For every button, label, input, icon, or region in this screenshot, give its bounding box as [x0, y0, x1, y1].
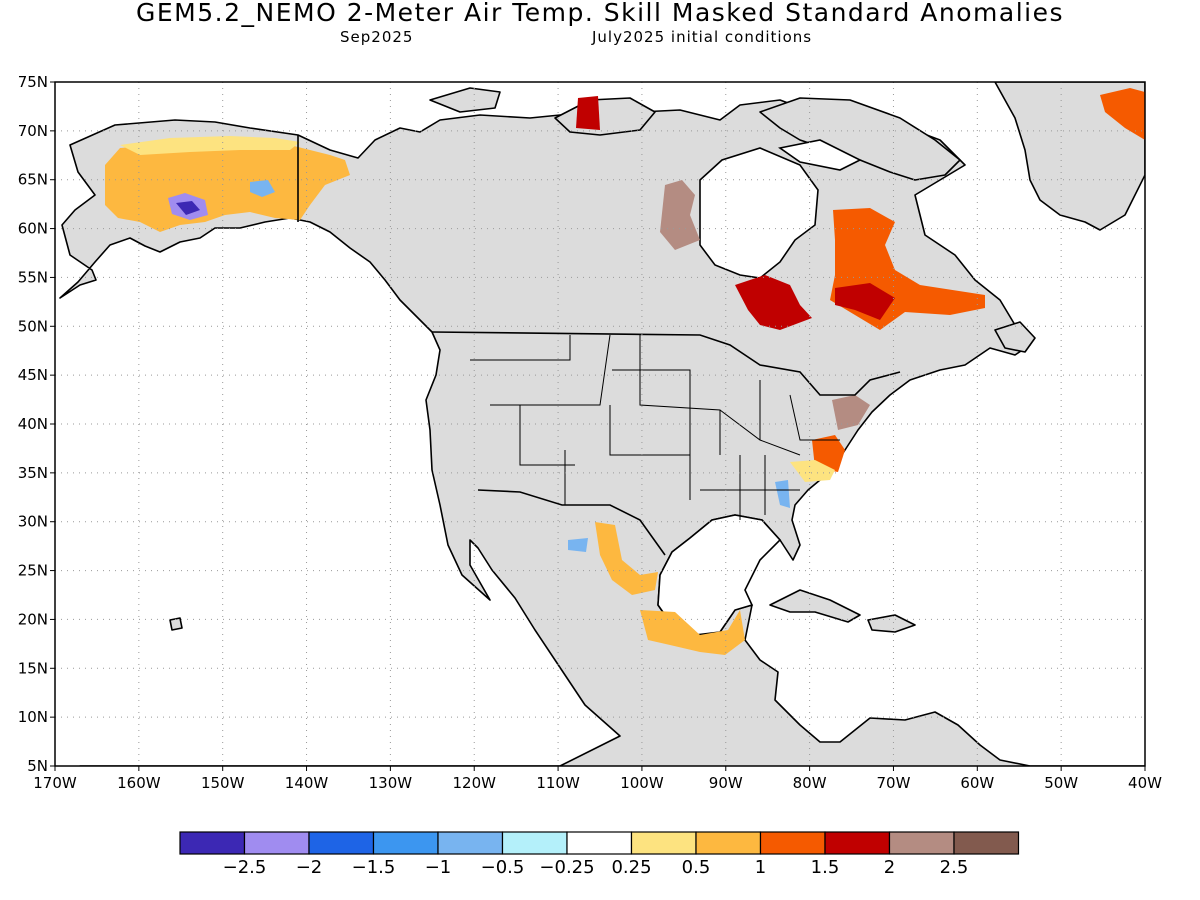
lat-tick-label: 45N [18, 366, 48, 384]
colorbar-label: 1 [755, 857, 766, 878]
lon-tick-label: 130W [369, 774, 413, 792]
lat-tick-label: 10N [18, 708, 48, 726]
longitude-axis: 170W 160W 150W 140W 130W 120W 110W 100W 90W 80W 70… [33, 766, 1162, 792]
newfoundland [994, 321, 1036, 353]
colorbar: −2.5 −2 −1.5 −1 −0.5 −0.25 0.25 0.5 1 1.5 2 2.5 [179, 831, 1020, 878]
lon-tick-label: 120W [452, 774, 496, 792]
anomaly-region-yukon-cold [250, 180, 275, 197]
hudson-strait [778, 139, 862, 171]
anomaly-region-carolinas [790, 460, 835, 482]
colorbar-swatch [888, 831, 955, 855]
anomaly-region-mexico-north [595, 522, 658, 595]
colorbar-label: −0.5 [481, 857, 525, 878]
lon-tick-label: 50W [1044, 774, 1078, 792]
lon-tick-label: 60W [960, 774, 994, 792]
lon-tick-label: 40W [1128, 774, 1162, 792]
border-layer [297, 135, 901, 556]
colorbar-label: 2 [884, 857, 895, 878]
anomaly-region-yucatan [640, 610, 745, 655]
anomaly-region-ontario-north [735, 275, 812, 330]
anomaly-region-mexico-west-cold [568, 538, 588, 552]
us-mexico-border [477, 489, 666, 556]
map-body [55, 82, 1145, 766]
lat-tick-label: 65N [18, 171, 48, 189]
lon-tick-label: 160W [117, 774, 161, 792]
colorbar-label: 0.25 [611, 857, 651, 878]
colorbar-swatch [566, 831, 633, 855]
anomaly-region-georgia-cold [775, 480, 790, 508]
greenland [994, 82, 1145, 231]
colorbar-swatch [437, 831, 504, 855]
colorbar-label: −2.5 [223, 857, 267, 878]
anomaly-layer [105, 88, 1145, 655]
graticule [55, 82, 1145, 766]
cuba [769, 589, 861, 623]
colorbar-swatch [824, 831, 891, 855]
anomaly-region-baffin-island [576, 96, 600, 130]
lon-tick-label: 170W [33, 774, 77, 792]
anomaly-region-hudson-bay-west [660, 180, 700, 250]
colorbar-label: 0.5 [682, 857, 711, 878]
colorbar-swatch [759, 831, 826, 855]
lat-tick-label: 55N [18, 268, 48, 286]
colorbar-label: −0.25 [539, 857, 594, 878]
anomaly-region-alaska-interior [105, 140, 350, 232]
us-canada-border [431, 331, 901, 396]
lat-tick-label: 15N [18, 659, 48, 677]
lon-tick-label: 80W [793, 774, 827, 792]
anomaly-region-greenland-east [1100, 88, 1145, 140]
lat-tick-label: 40N [18, 415, 48, 433]
lat-tick-label: 50N [18, 317, 48, 335]
colorbar-label: −1 [425, 857, 452, 878]
colorbar-swatch [179, 831, 246, 855]
colorbar-swatch [243, 831, 310, 855]
anomaly-region-northeast-us [832, 395, 870, 430]
lat-tick-label: 30N [18, 513, 48, 531]
colorbar-label: 1.5 [811, 857, 840, 878]
colorbar-swatch [630, 831, 697, 855]
colorbar-swatch [953, 831, 1020, 855]
colorbar-swatch [372, 831, 439, 855]
lat-tick-label: 60N [18, 220, 48, 238]
hudson-bay [699, 147, 819, 279]
colorbar-label: 2.5 [940, 857, 969, 878]
lon-tick-label: 140W [285, 774, 329, 792]
lat-tick-label: 25N [18, 562, 48, 580]
colorbar-swatch [308, 831, 375, 855]
colorbar-swatch [501, 831, 568, 855]
colorbar-label: −1.5 [352, 857, 396, 878]
lon-tick-label: 150W [201, 774, 245, 792]
anomaly-region-alaska-north-slope [120, 136, 300, 155]
lat-tick-label: 5N [27, 757, 48, 775]
lon-tick-label: 90W [709, 774, 743, 792]
arctic-islands [429, 87, 501, 113]
anomaly-region-alaska-cold-core [176, 201, 200, 215]
colorbar-label: −2 [296, 857, 323, 878]
lat-tick-label: 20N [18, 610, 48, 628]
valid-month-label: Sep2025 [340, 28, 414, 46]
hawaii [169, 617, 183, 631]
map-title: GEM5.2_NEMO 2-Meter Air Temp. Skill Mask… [136, 0, 1064, 27]
lat-tick-label: 75N [18, 73, 48, 91]
colorbar-swatch [695, 831, 762, 855]
lon-tick-label: 100W [620, 774, 664, 792]
lat-tick-label: 70N [18, 122, 48, 140]
init-conditions-label: July2025 initial conditions [592, 28, 813, 46]
water-layer [657, 139, 862, 636]
latitude-axis: 75N 70N 65N 60N 55N 50N 45N 40N 35N 30N 25N 20N 15N 1… [18, 73, 55, 775]
hispaniola [867, 614, 916, 633]
anomaly-region-quebec-core [835, 283, 895, 320]
state-lines [470, 334, 840, 520]
lat-tick-label: 35N [18, 464, 48, 482]
lon-tick-label: 110W [536, 774, 580, 792]
lon-tick-label: 70W [877, 774, 911, 792]
